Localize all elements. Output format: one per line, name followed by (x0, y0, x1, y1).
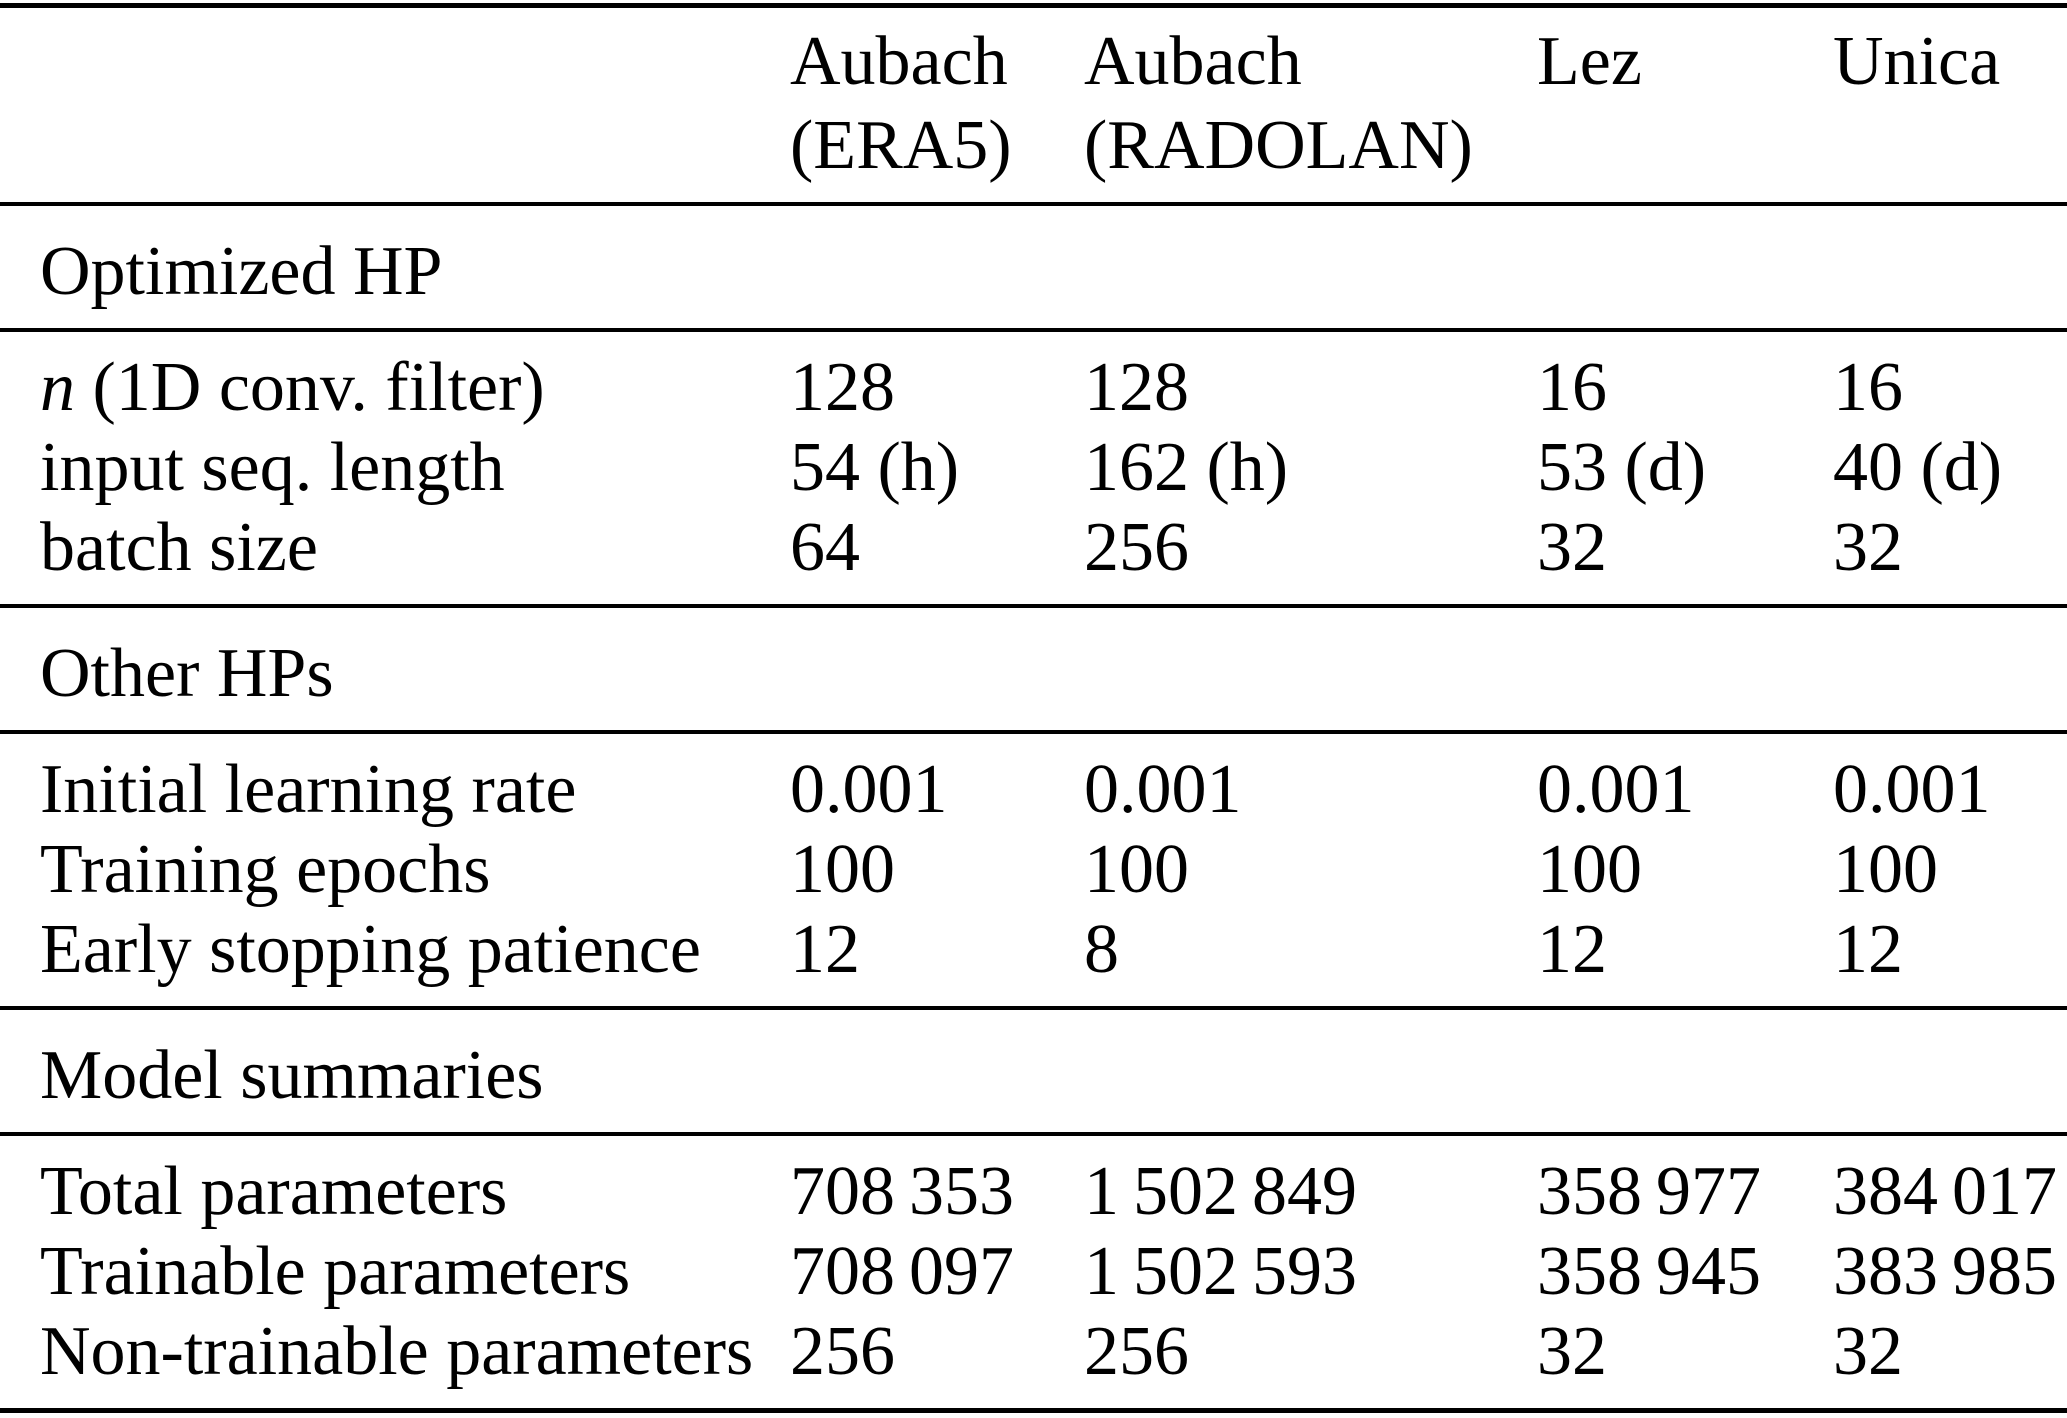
row-label: batch size (40, 509, 318, 586)
cell-value: 100 (1833, 831, 1938, 908)
section-rule (0, 730, 2067, 734)
cell-value: 100 (1084, 831, 1189, 908)
column-header-line: Aubach (1084, 23, 1302, 100)
column-header-unica: Unica (1833, 20, 2067, 188)
column-header-line: Unica (1833, 23, 2001, 100)
table-row: n (1D conv. filter) 128 128 16 16 (0, 348, 2067, 428)
cell-value: 8 (1084, 911, 1119, 988)
column-header-empty (40, 20, 790, 188)
row-label: Total parameters (40, 1153, 508, 1230)
column-header-aubach-era5: Aubach (ERA5) (790, 20, 1084, 188)
table-row: batch size 64 256 32 32 (0, 508, 2067, 588)
column-header-line: (RADOLAN) (1084, 107, 1473, 184)
table-row: Total parameters 708 353 1 502 849 358 9… (0, 1152, 2067, 1232)
cell-value: 32 (1833, 509, 1903, 586)
table-row: Early stopping patience 12 8 12 12 (0, 910, 2067, 990)
cell-value: 256 (1084, 509, 1189, 586)
cell-value: 12 (1537, 911, 1607, 988)
cell-value: 100 (790, 831, 895, 908)
section-body-optimized-hp: n (1D conv. filter) 128 128 16 16 input … (0, 332, 2067, 604)
cell-value: 1 502 593 (1084, 1233, 1358, 1310)
section-title: Optimized HP (40, 233, 443, 310)
section-header-optimized-hp: Optimized HP (0, 206, 2067, 328)
row-label-text: (1D conv. filter) (75, 349, 545, 426)
row-label-variable: n (40, 349, 75, 426)
table-row: input seq. length 54 (h) 162 (h) 53 (d) … (0, 428, 2067, 508)
column-header-line: Aubach (790, 23, 1008, 100)
row-label: Early stopping patience (40, 911, 701, 988)
column-header-aubach-radolan: Aubach (RADOLAN) (1084, 20, 1537, 188)
cell-value: 162 (h) (1084, 429, 1289, 506)
cell-value: 708 097 (790, 1233, 1015, 1310)
section-rule (0, 1132, 2067, 1136)
cell-value: 64 (790, 509, 860, 586)
cell-value: 32 (1537, 509, 1607, 586)
section-title: Other HPs (40, 635, 334, 712)
table-header-row: Aubach (ERA5) Aubach (RADOLAN) Lez Unica (0, 8, 2067, 202)
cell-value: 256 (790, 1313, 895, 1390)
row-label: Trainable parameters (40, 1233, 631, 1310)
section-body-other-hps: Initial learning rate 0.001 0.001 0.001 … (0, 734, 2067, 1006)
row-label: n (1D conv. filter) (40, 348, 790, 428)
section-rule (0, 1006, 2067, 1010)
section-rule (0, 328, 2067, 332)
top-rule (0, 3, 2067, 8)
cell-value: 16 (1833, 349, 1903, 426)
column-header-lez: Lez (1537, 20, 1833, 188)
cell-value: 383 985 (1833, 1233, 2058, 1310)
cell-value: 100 (1537, 831, 1642, 908)
section-header-model-summaries: Model summaries (0, 1010, 2067, 1132)
cell-value: 40 (d) (1833, 429, 2003, 506)
table-row: Initial learning rate 0.001 0.001 0.001 … (0, 750, 2067, 830)
section-title: Model summaries (40, 1037, 544, 1114)
table-row: Training epochs 100 100 100 100 (0, 830, 2067, 910)
column-header-line: (ERA5) (790, 107, 1012, 184)
cell-value: 128 (790, 349, 895, 426)
cell-value: 708 353 (790, 1153, 1015, 1230)
row-label: Initial learning rate (40, 751, 577, 828)
section-rule (0, 604, 2067, 608)
cell-value: 256 (1084, 1313, 1189, 1390)
cell-value: 0.001 (1084, 751, 1242, 828)
row-label: Non-trainable parameters (40, 1313, 754, 1390)
cell-value: 54 (h) (790, 429, 960, 506)
cell-value: 0.001 (1833, 751, 1991, 828)
cell-value: 12 (790, 911, 860, 988)
cell-value: 128 (1084, 349, 1189, 426)
table-row: Trainable parameters 708 097 1 502 593 3… (0, 1232, 2067, 1312)
cell-value: 16 (1537, 349, 1607, 426)
table-row: Non-trainable parameters 256 256 32 32 (0, 1312, 2067, 1392)
cell-value: 358 977 (1537, 1153, 1762, 1230)
cell-value: 32 (1833, 1313, 1903, 1390)
section-header-other-hps: Other HPs (0, 608, 2067, 730)
cell-value: 0.001 (1537, 751, 1695, 828)
row-label: Training epochs (40, 831, 491, 908)
cell-value: 53 (d) (1537, 429, 1707, 506)
row-label: input seq. length (40, 429, 505, 506)
cell-value: 358 945 (1537, 1233, 1762, 1310)
header-rule (0, 202, 2067, 206)
column-header-line: Lez (1537, 23, 1642, 100)
cell-value: 32 (1537, 1313, 1607, 1390)
section-body-model-summaries: Total parameters 708 353 1 502 849 358 9… (0, 1136, 2067, 1408)
cell-value: 1 502 849 (1084, 1153, 1358, 1230)
cell-value: 384 017 (1833, 1153, 2058, 1230)
cell-value: 12 (1833, 911, 1903, 988)
cell-value: 0.001 (790, 751, 948, 828)
bottom-rule (0, 1408, 2067, 1413)
